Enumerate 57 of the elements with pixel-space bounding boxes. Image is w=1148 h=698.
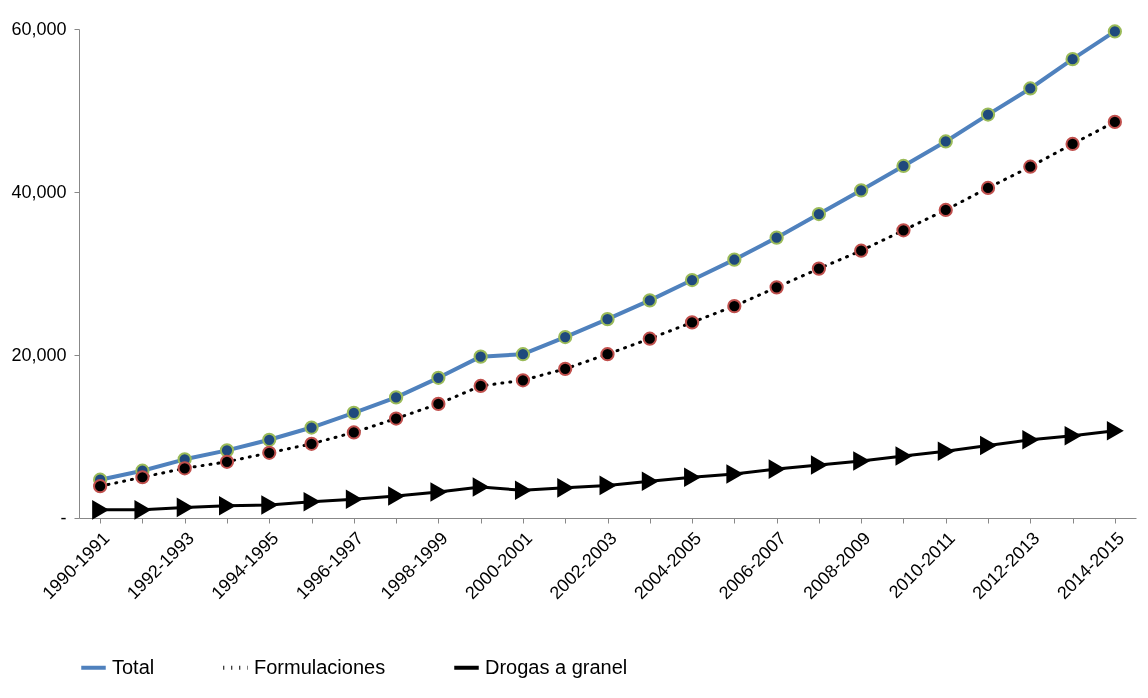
- point: [558, 361, 573, 376]
- point: [769, 280, 784, 295]
- point: [431, 396, 446, 412]
- point: [684, 315, 700, 330]
- point: [1023, 159, 1038, 174]
- y-tick-label: 40,000: [11, 181, 67, 202]
- point: [895, 447, 912, 466]
- point: [304, 436, 319, 451]
- point: [219, 454, 235, 469]
- point: [1065, 136, 1080, 152]
- y-tick-label: 20,000: [11, 344, 67, 365]
- point: [345, 490, 362, 509]
- point: [938, 202, 953, 218]
- point: [346, 425, 361, 440]
- legend-label: Formulaciones: [254, 655, 386, 678]
- point: [92, 500, 109, 519]
- point: [135, 470, 150, 485]
- point: [514, 481, 531, 500]
- point: [219, 496, 235, 515]
- point: [896, 223, 911, 238]
- point: [177, 461, 192, 476]
- point: [853, 451, 870, 471]
- point: [473, 378, 488, 394]
- point: [1107, 114, 1122, 130]
- point: [388, 411, 404, 426]
- point: [768, 460, 785, 479]
- point: [303, 492, 320, 511]
- point: [727, 298, 742, 314]
- point: [726, 464, 743, 484]
- point: [854, 243, 869, 258]
- point: [134, 500, 151, 519]
- point: [430, 482, 447, 501]
- point: [642, 331, 657, 346]
- point: [176, 498, 193, 517]
- point: [980, 180, 996, 196]
- point: [93, 479, 108, 494]
- point: [261, 495, 278, 515]
- point: [515, 373, 531, 388]
- point: [641, 472, 658, 491]
- point: [1106, 421, 1123, 440]
- point: [810, 455, 827, 475]
- point: [811, 261, 827, 276]
- point: [599, 476, 616, 495]
- point: [388, 486, 405, 506]
- y-tick-label: 60,000: [11, 18, 67, 39]
- point: [937, 442, 954, 461]
- point: [1064, 426, 1081, 445]
- point: [684, 468, 701, 487]
- point: [472, 477, 489, 497]
- point: [1022, 430, 1039, 449]
- y-tick-label: -: [60, 507, 67, 528]
- point: [980, 436, 996, 455]
- point: [600, 347, 615, 362]
- point: [557, 478, 574, 497]
- point: [262, 445, 277, 460]
- legend-label: Total: [112, 655, 155, 678]
- legend-label: Drogas a granel: [485, 655, 628, 678]
